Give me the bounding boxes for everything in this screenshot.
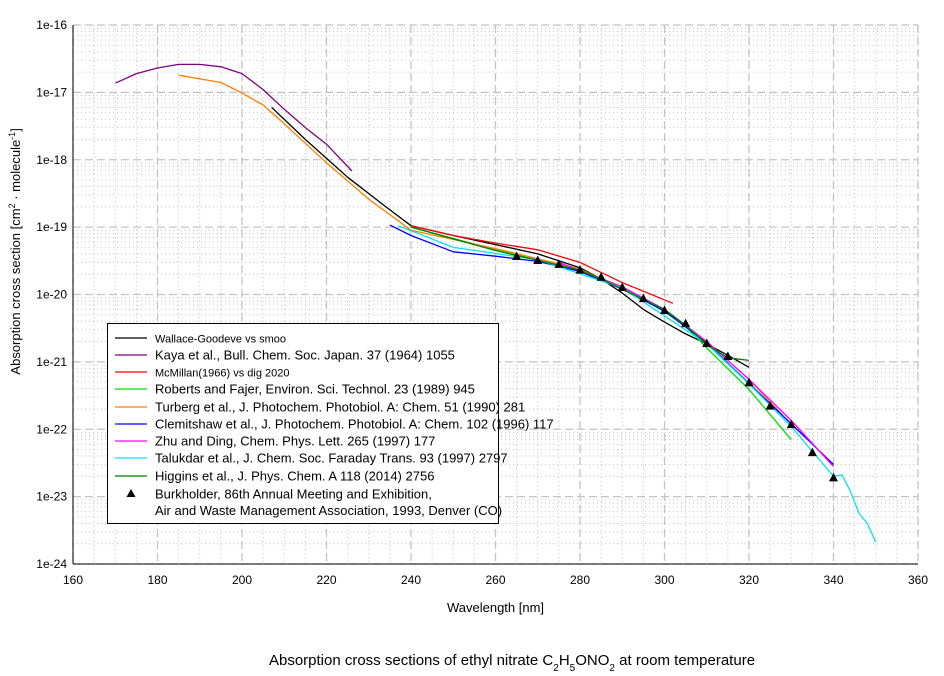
- y-axis-label: Absorption cross section [cm2 · molecule…: [7, 128, 23, 374]
- y-tick-label: 1e-22: [36, 422, 67, 436]
- x-tick-label: 360: [908, 573, 928, 587]
- series-line: [558, 261, 834, 467]
- chart-title: Absorption cross sections of ethyl nitra…: [269, 652, 755, 674]
- data-point-triangle: [660, 305, 669, 314]
- legend-box: [107, 323, 499, 524]
- data-point-triangle: [765, 401, 775, 410]
- x-tick-label: 160: [63, 573, 83, 587]
- legend-label: Zhu and Ding, Chem. Phys. Lett. 265 (199…: [155, 434, 435, 449]
- data-point-triangle: [829, 472, 838, 482]
- legend-label: Air and Waste Management Association, 19…: [155, 503, 502, 518]
- series-6: [558, 261, 834, 467]
- data-point-triangle: [681, 318, 691, 328]
- data-point-triangle: [533, 255, 543, 264]
- text-part: at room temperature: [615, 652, 755, 669]
- text-part: Absorption cross section [cm: [8, 208, 23, 374]
- superscript-text: -1: [7, 132, 17, 140]
- legend-label: Higgins et al., J. Phys. Chem. A 118 (20…: [155, 469, 434, 484]
- x-tick-label: 260: [485, 573, 505, 587]
- x-tick-label: 320: [739, 573, 759, 587]
- x-tick-label: 280: [570, 573, 590, 587]
- text-part: ]: [8, 128, 23, 132]
- legend-label: Roberts and Fajer, Environ. Sci. Technol…: [155, 382, 475, 397]
- data-point-triangle: [786, 419, 796, 429]
- data-point-triangle: [638, 293, 648, 303]
- data-point-triangle: [617, 282, 627, 292]
- data-point-triangle: [596, 272, 606, 281]
- series-line: [410, 225, 674, 304]
- series-2: [410, 225, 674, 304]
- y-tick-label: 1e-16: [36, 18, 67, 32]
- text-part: H: [559, 652, 570, 669]
- legend-label: Burkholder, 86th Annual Meeting and Exhi…: [155, 487, 432, 502]
- legend-label: Wallace-Goodeve vs smoo: [155, 334, 286, 346]
- data-point-triangle: [744, 377, 754, 387]
- data-point-triangle: [807, 447, 817, 457]
- x-tick-label: 180: [147, 573, 167, 587]
- subscript-text: 5: [570, 663, 576, 674]
- subscript-text: 2: [553, 663, 559, 674]
- y-tick-label: 1e-23: [36, 490, 67, 504]
- y-tick-label: 1e-20: [36, 288, 67, 302]
- legend-label: McMillan(1966) vs dig 2020: [155, 368, 290, 380]
- legend-label: Talukdar et al., J. Chem. Soc. Faraday T…: [155, 451, 508, 466]
- legend-label: Kaya et al., Bull. Chem. Soc. Japan. 37 …: [155, 348, 455, 363]
- text-part: Absorption cross sections of ethyl nitra…: [269, 652, 553, 669]
- legend: Wallace-Goodeve vs smoo Kaya et al., Bull…: [107, 323, 554, 524]
- data-point-triangle: [575, 265, 585, 274]
- x-axis-label: Wavelength [nm]: [447, 600, 544, 615]
- data-point-triangle: [512, 251, 522, 260]
- y-tick-label: 1e-21: [36, 355, 67, 369]
- x-tick-label: 240: [401, 573, 421, 587]
- series-1: [115, 63, 353, 172]
- data-point-triangle: [723, 351, 733, 361]
- legend-label: Turberg et al., J. Photochem. Photobiol.…: [155, 400, 525, 415]
- text-part: ONO: [575, 652, 609, 669]
- series-line: [115, 63, 353, 172]
- series-9: [512, 251, 838, 482]
- y-tick-label: 1e-17: [36, 85, 67, 99]
- x-tick-label: 220: [316, 573, 336, 587]
- legend-triangle-marker: [126, 489, 136, 497]
- data-point-triangle: [702, 338, 712, 348]
- x-tick-label: 200: [232, 573, 252, 587]
- legend-label: Clemitshaw et al., J. Photochem. Photobi…: [155, 417, 554, 432]
- data-point-triangle: [554, 259, 564, 268]
- y-tick-label: 1e-19: [36, 220, 67, 234]
- superscript-text: 2: [7, 203, 17, 208]
- x-tick-label: 340: [823, 573, 843, 587]
- text-part: · molecule: [8, 140, 23, 204]
- y-tick-label: 1e-24: [36, 557, 67, 571]
- y-tick-label: 1e-18: [36, 153, 67, 167]
- subscript-text: 2: [609, 663, 615, 674]
- x-tick-label: 300: [654, 573, 674, 587]
